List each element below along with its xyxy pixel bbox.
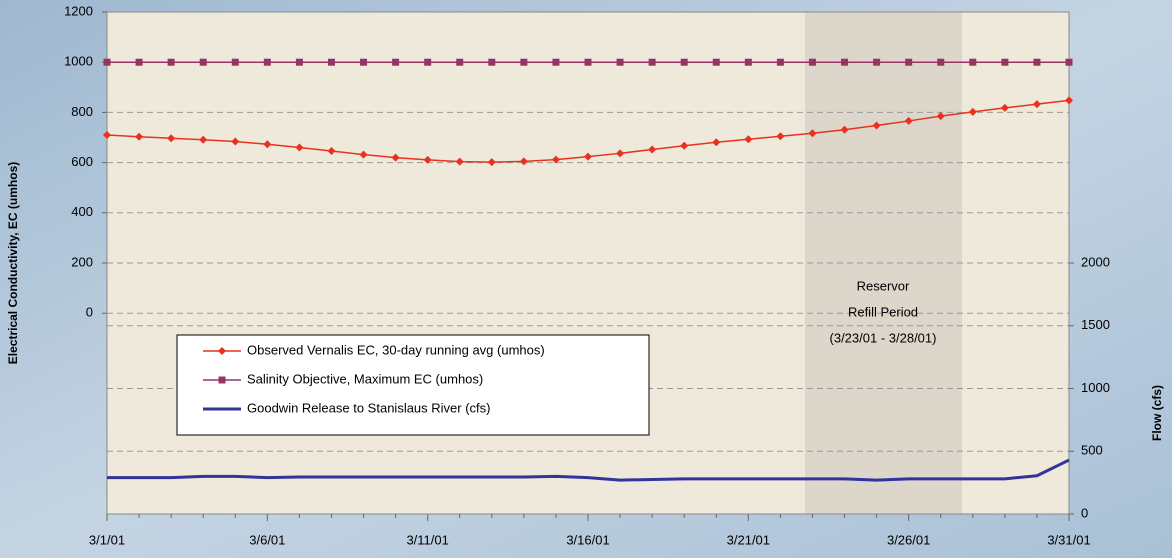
marker (551, 155, 560, 164)
x-tick-label: 3/1/01 (89, 532, 125, 547)
marker (841, 58, 849, 66)
marker (808, 129, 817, 138)
marker (968, 107, 977, 116)
marker (616, 149, 625, 158)
marker (1065, 58, 1073, 66)
marker (744, 58, 752, 66)
y-tick-label: 600 (71, 154, 93, 169)
marker (712, 138, 721, 147)
y-tick-label: 400 (71, 204, 93, 219)
series-line (107, 458, 1070, 482)
marker (231, 137, 240, 146)
marker (648, 145, 657, 154)
legend-label: Salinity Objective, Maximum EC (umhos) (247, 371, 483, 386)
marker (392, 58, 400, 66)
marker (1000, 103, 1009, 112)
x-tick-label: 3/16/01 (566, 532, 609, 547)
marker (295, 58, 303, 66)
annotation: (3/23/01 - 3/28/01) (830, 330, 937, 345)
y-tick-label: 1200 (64, 3, 93, 18)
marker (1033, 58, 1041, 66)
x-tick-label: 3/6/01 (249, 532, 285, 547)
marker (199, 58, 207, 66)
marker (135, 58, 143, 66)
marker (680, 58, 688, 66)
marker (263, 140, 272, 149)
marker (776, 132, 785, 141)
marker (648, 58, 656, 66)
marker (616, 58, 624, 66)
legend-label: Goodwin Release to Stanislaus River (cfs… (247, 400, 491, 415)
y2-tick-label: 0 (1081, 505, 1088, 520)
marker (456, 58, 464, 66)
marker (873, 58, 881, 66)
marker (1032, 100, 1041, 109)
marker (135, 132, 144, 141)
marker (199, 135, 208, 144)
marker (327, 147, 336, 156)
marker (872, 121, 881, 130)
marker (905, 58, 913, 66)
marker (360, 58, 368, 66)
marker (167, 58, 175, 66)
y-axis-label: Electrical Conductivity, EC (umhos) (6, 162, 20, 364)
marker (263, 58, 271, 66)
y2-tick-label: 500 (1081, 443, 1103, 458)
marker (936, 112, 945, 121)
marker (167, 134, 176, 143)
x-tick-label: 3/31/01 (1047, 532, 1090, 547)
x-tick-label: 3/11/01 (406, 532, 448, 547)
legend-box (176, 334, 650, 436)
marker (423, 155, 432, 164)
y2-tick-label: 1000 (1081, 380, 1110, 395)
marker (969, 58, 977, 66)
legend-marker (218, 376, 226, 384)
y2-tick-label: 2000 (1081, 254, 1110, 269)
marker (488, 58, 496, 66)
marker (552, 58, 560, 66)
marker (487, 158, 496, 167)
marker (1065, 96, 1073, 105)
marker (103, 130, 111, 139)
y-tick-label: 200 (71, 254, 93, 269)
y-tick-label: 800 (71, 104, 93, 119)
marker (1001, 58, 1009, 66)
marker (520, 58, 528, 66)
legend-marker (218, 347, 226, 355)
x-tick-label: 3/26/01 (887, 532, 930, 547)
marker (744, 135, 753, 144)
marker (327, 58, 335, 66)
marker (712, 58, 720, 66)
marker (391, 153, 400, 162)
annotation: Refill Period (848, 304, 918, 319)
marker (231, 58, 239, 66)
legend-label: Observed Vernalis EC, 30-day running avg… (247, 342, 545, 357)
y-tick-label: 1000 (64, 54, 93, 69)
y2-tick-label: 1500 (1081, 317, 1110, 332)
marker (295, 143, 304, 152)
marker (776, 58, 784, 66)
marker (584, 152, 592, 161)
marker (455, 157, 464, 166)
y2-axis-label: Flow (cfs) (1150, 385, 1164, 441)
marker (519, 157, 528, 166)
marker (840, 125, 849, 134)
x-tick-label: 3/21/01 (727, 532, 770, 547)
annotation: Reservor (857, 278, 910, 293)
marker (680, 141, 689, 150)
marker (937, 58, 945, 66)
marker (359, 150, 368, 159)
marker (424, 58, 432, 66)
marker (103, 58, 111, 66)
marker (584, 58, 592, 66)
marker (904, 116, 913, 125)
y-tick-label: 0 (86, 305, 93, 320)
marker (808, 58, 816, 66)
